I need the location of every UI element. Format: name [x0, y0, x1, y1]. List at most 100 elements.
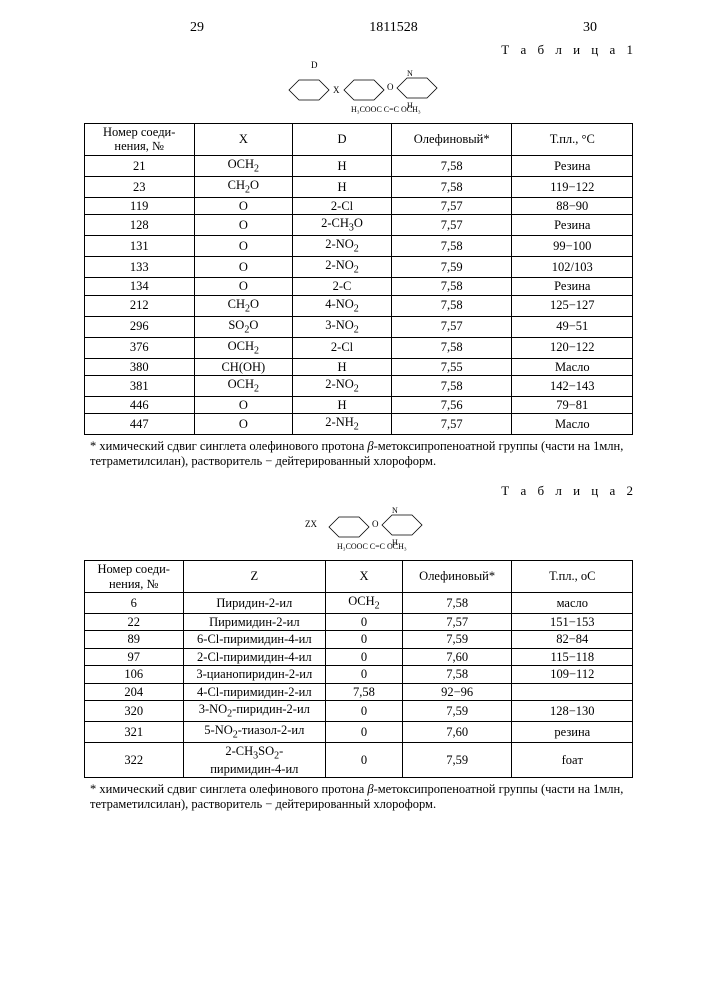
- cell-tpl: 102/103: [512, 257, 633, 278]
- cell-tpl: 151−153: [512, 614, 633, 631]
- cell-x: OCH2: [326, 593, 403, 614]
- table2-chem-structure: ZX O N H₃COOC C=C OCH₃ H: [60, 501, 657, 556]
- cell-x: 0: [326, 742, 403, 777]
- cell-num: 381: [84, 375, 194, 396]
- cell-num: 6: [84, 593, 183, 614]
- cell-num: 380: [84, 358, 194, 375]
- cell-olef: 7,56: [391, 396, 512, 413]
- cell-num: 106: [84, 666, 183, 683]
- cell-olef: 7,59: [402, 631, 512, 648]
- svg-text:H: H: [407, 101, 413, 110]
- cell-d: 4-NO2: [293, 295, 392, 316]
- cell-x: 0: [326, 631, 403, 648]
- t2-h3: X: [326, 561, 403, 593]
- cell-olef: 7,57: [402, 614, 512, 631]
- cell-olef: 7,58: [391, 236, 512, 257]
- cell-olef: 7,58: [402, 593, 512, 614]
- t2-h2: Z: [183, 561, 326, 593]
- cell-olef: 7,58: [391, 155, 512, 176]
- table2-footnote: * химический сдвиг синглета олефинового …: [90, 782, 627, 812]
- table2-header-row: Номер соеди-нения, № Z X Олефиновый* Т.п…: [84, 561, 632, 593]
- t2-h4: Олефиновый*: [402, 561, 512, 593]
- cell-num: 21: [84, 155, 194, 176]
- table1-label: Т а б л и ц а 1: [60, 42, 637, 58]
- cell-tpl: 119−122: [512, 176, 633, 197]
- cell-x: O: [194, 414, 293, 435]
- cell-olef: 7,59: [402, 700, 512, 721]
- cell-z: Пиридин-2-ил: [183, 593, 326, 614]
- cell-olef: 7,60: [402, 648, 512, 665]
- svg-text:N: N: [407, 69, 413, 78]
- cell-tpl: 128−130: [512, 700, 633, 721]
- svg-text:H: H: [392, 538, 398, 547]
- cell-x: OCH2: [194, 155, 293, 176]
- cell-x: O: [194, 257, 293, 278]
- table-row: 133O2-NO27,59102/103: [84, 257, 632, 278]
- cell-num: 119: [84, 197, 194, 214]
- table1-footnote: * химический сдвиг синглета олефинового …: [90, 439, 627, 469]
- cell-tpl: Резина: [512, 215, 633, 236]
- cell-tpl: Масло: [512, 358, 633, 375]
- table-row: 3203-NO2-пиридин-2-ил07,59128−130: [84, 700, 632, 721]
- page: 29 1811528 30 Т а б л и ц а 1 D X O N H₃…: [0, 0, 707, 856]
- cell-x: CH2O: [194, 176, 293, 197]
- cell-olef: 7,58: [391, 375, 512, 396]
- table-row: 376OCH22-Cl7,58120−122: [84, 337, 632, 358]
- cell-olef: 7,58: [391, 278, 512, 295]
- table-row: 134O2-C7,58Резина: [84, 278, 632, 295]
- cell-x: 7,58: [326, 683, 403, 700]
- t1-h3: D: [293, 124, 392, 156]
- table-row: 21OCH2H7,58Резина: [84, 155, 632, 176]
- table-row: 972-Cl-пиримидин-4-ил07,60115−118: [84, 648, 632, 665]
- cell-z: 2-Cl-пиримидин-4-ил: [183, 648, 326, 665]
- cell-x: CH2O: [194, 295, 293, 316]
- cell-z: 5-NO2-тиазол-2-ил: [183, 721, 326, 742]
- table-row: 6Пиридин-2-илOCH27,58масло: [84, 593, 632, 614]
- cell-num: 447: [84, 414, 194, 435]
- cell-num: 22: [84, 614, 183, 631]
- page-right: 30: [583, 20, 597, 36]
- cell-x: OCH2: [194, 375, 293, 396]
- cell-tpl: 120−122: [512, 337, 633, 358]
- cell-olef: 92−96: [402, 683, 512, 700]
- cell-num: 321: [84, 721, 183, 742]
- cell-z: 3-цианопиридин-2-ил: [183, 666, 326, 683]
- cell-x: O: [194, 215, 293, 236]
- table1-chem-structure: D X O N H₃COOC C=C OCH₃ H: [60, 60, 657, 119]
- table-row: 22Пиримидин-2-ил07,57151−153: [84, 614, 632, 631]
- cell-num: 296: [84, 316, 194, 337]
- table-row: 296SO2O3-NO27,5749−51: [84, 316, 632, 337]
- table-row: 3222-CH3SO2-пиримидин-4-ил07,59foaт: [84, 742, 632, 777]
- cell-num: 446: [84, 396, 194, 413]
- table-row: 380CH(OH)H7,55Масло: [84, 358, 632, 375]
- cell-num: 23: [84, 176, 194, 197]
- cell-olef: 7,58: [391, 295, 512, 316]
- cell-olef: 7,57: [391, 215, 512, 236]
- cell-z: Пиримидин-2-ил: [183, 614, 326, 631]
- cell-num: 320: [84, 700, 183, 721]
- cell-tpl: foaт: [512, 742, 633, 777]
- table-row: 447O2-NH27,57Масло: [84, 414, 632, 435]
- cell-d: 2-Cl: [293, 197, 392, 214]
- cell-tpl: Масло: [512, 414, 633, 435]
- cell-num: 204: [84, 683, 183, 700]
- t1-h4: Олефиновый*: [391, 124, 512, 156]
- table-row: 2044-Cl-пиримидин-2-ил7,5892−96: [84, 683, 632, 700]
- svg-text:O: O: [387, 82, 394, 92]
- cell-d: 2-C: [293, 278, 392, 295]
- cell-olef: 7,58: [391, 176, 512, 197]
- cell-tpl: 99−100: [512, 236, 633, 257]
- t2-h5: Т.пл., оС: [512, 561, 633, 593]
- page-left: 29: [190, 20, 204, 36]
- cell-z: 4-Cl-пиримидин-2-ил: [183, 683, 326, 700]
- cell-tpl: 82−84: [512, 631, 633, 648]
- cell-num: 131: [84, 236, 194, 257]
- t1-h2: X: [194, 124, 293, 156]
- svg-text:D: D: [311, 60, 318, 70]
- cell-d: 2-CH3O: [293, 215, 392, 236]
- cell-d: 2-Cl: [293, 337, 392, 358]
- cell-num: 134: [84, 278, 194, 295]
- table-row: 3215-NO2-тиазол-2-ил07,60резина: [84, 721, 632, 742]
- cell-num: 322: [84, 742, 183, 777]
- cell-tpl: 79−81: [512, 396, 633, 413]
